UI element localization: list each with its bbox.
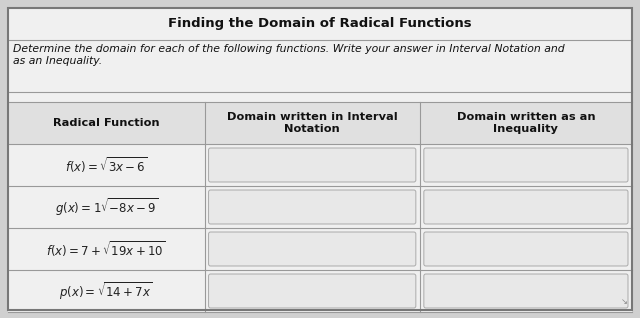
FancyBboxPatch shape (424, 148, 628, 182)
Text: Domain written in Interval
Notation: Domain written in Interval Notation (227, 112, 397, 134)
Text: $f(x) = \sqrt{3x-6}$: $f(x) = \sqrt{3x-6}$ (65, 155, 148, 175)
Bar (8, 228, 632, 270)
FancyBboxPatch shape (424, 232, 628, 266)
FancyBboxPatch shape (424, 274, 628, 308)
Text: $f(x) = 7 + \sqrt{19x+10}$: $f(x) = 7 + \sqrt{19x+10}$ (47, 239, 166, 259)
FancyBboxPatch shape (209, 232, 416, 266)
Bar (8, 144, 632, 186)
Text: Finding the Domain of Radical Functions: Finding the Domain of Radical Functions (168, 17, 472, 31)
Bar (8, 40, 632, 92)
Bar (8, 102, 632, 144)
Text: Radical Function: Radical Function (53, 118, 159, 128)
FancyBboxPatch shape (209, 274, 416, 308)
Text: $p(x) = \sqrt{14+7x}$: $p(x) = \sqrt{14+7x}$ (60, 280, 153, 302)
Bar (8, 270, 632, 312)
Bar (8, 8, 632, 40)
Bar (8, 92, 632, 102)
FancyBboxPatch shape (424, 190, 628, 224)
FancyBboxPatch shape (209, 148, 416, 182)
Text: $g(x) = 1\sqrt{-8x-9}$: $g(x) = 1\sqrt{-8x-9}$ (54, 196, 158, 218)
Text: ↘: ↘ (621, 297, 628, 306)
FancyBboxPatch shape (209, 190, 416, 224)
Bar (8, 186, 632, 228)
Text: Determine the domain for each of the following functions. Write your answer in I: Determine the domain for each of the fol… (13, 44, 564, 66)
Text: Domain written as an
Inequality: Domain written as an Inequality (456, 112, 595, 134)
